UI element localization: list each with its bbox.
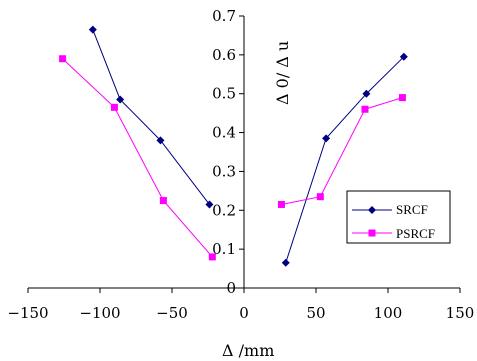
series-srcf — [88, 25, 408, 267]
series-line — [285, 56, 405, 263]
series-psrcf — [59, 55, 406, 261]
data-point — [361, 105, 369, 113]
series-line — [62, 58, 213, 258]
legend-box — [346, 190, 451, 244]
x-tick-label: 0 — [239, 304, 249, 322]
x-axis-title: Δ /mm — [222, 341, 274, 360]
data-point — [362, 89, 371, 98]
y-tick-label: 0.6 — [212, 46, 236, 64]
data-point — [399, 52, 408, 61]
y-axis-title: Δ 0/ Δ u — [273, 41, 292, 105]
data-point — [88, 25, 97, 34]
legend: SRCF PSRCF — [346, 190, 451, 244]
axes: −150 −100 −50 0 50 100 150 0 0.1 0.2 0.3 0.4 0.5 0.6 0… — [7, 7, 474, 322]
y-tick-label: 0.4 — [212, 124, 236, 142]
series-line — [281, 97, 403, 205]
data-point — [281, 258, 290, 267]
legend-marker-srcf — [368, 206, 376, 214]
x-tick-label: 100 — [374, 304, 403, 322]
y-tick-label: 0.2 — [212, 201, 236, 219]
data-point — [316, 193, 324, 201]
y-tick-label: 0.1 — [212, 240, 236, 258]
x-tick-label: −100 — [79, 304, 120, 322]
legend-label-psrcf: PSRCF — [396, 226, 435, 241]
data-point — [322, 134, 331, 143]
x-tick-label: 150 — [446, 304, 475, 322]
legend-label-srcf: SRCF — [396, 202, 428, 217]
y-tick-label: 0.3 — [212, 162, 236, 180]
x-tick-label: −150 — [7, 304, 48, 322]
data-point — [116, 95, 125, 104]
y-tick-label: 0.5 — [212, 85, 236, 103]
data-point — [277, 200, 285, 208]
x-tick-label: 50 — [306, 304, 325, 322]
series-line — [92, 29, 210, 205]
series-layer — [59, 25, 408, 267]
y-tick-label: 0.7 — [212, 7, 236, 25]
data-point — [398, 94, 406, 102]
data-point — [159, 197, 167, 205]
data-point — [110, 103, 118, 111]
data-point — [205, 200, 214, 209]
data-point — [208, 253, 216, 261]
x-tick-label: −50 — [156, 304, 188, 322]
legend-marker-psrcf — [368, 229, 376, 237]
y-tick-label: 0 — [226, 279, 236, 297]
data-point — [156, 136, 165, 145]
data-point — [59, 55, 67, 63]
